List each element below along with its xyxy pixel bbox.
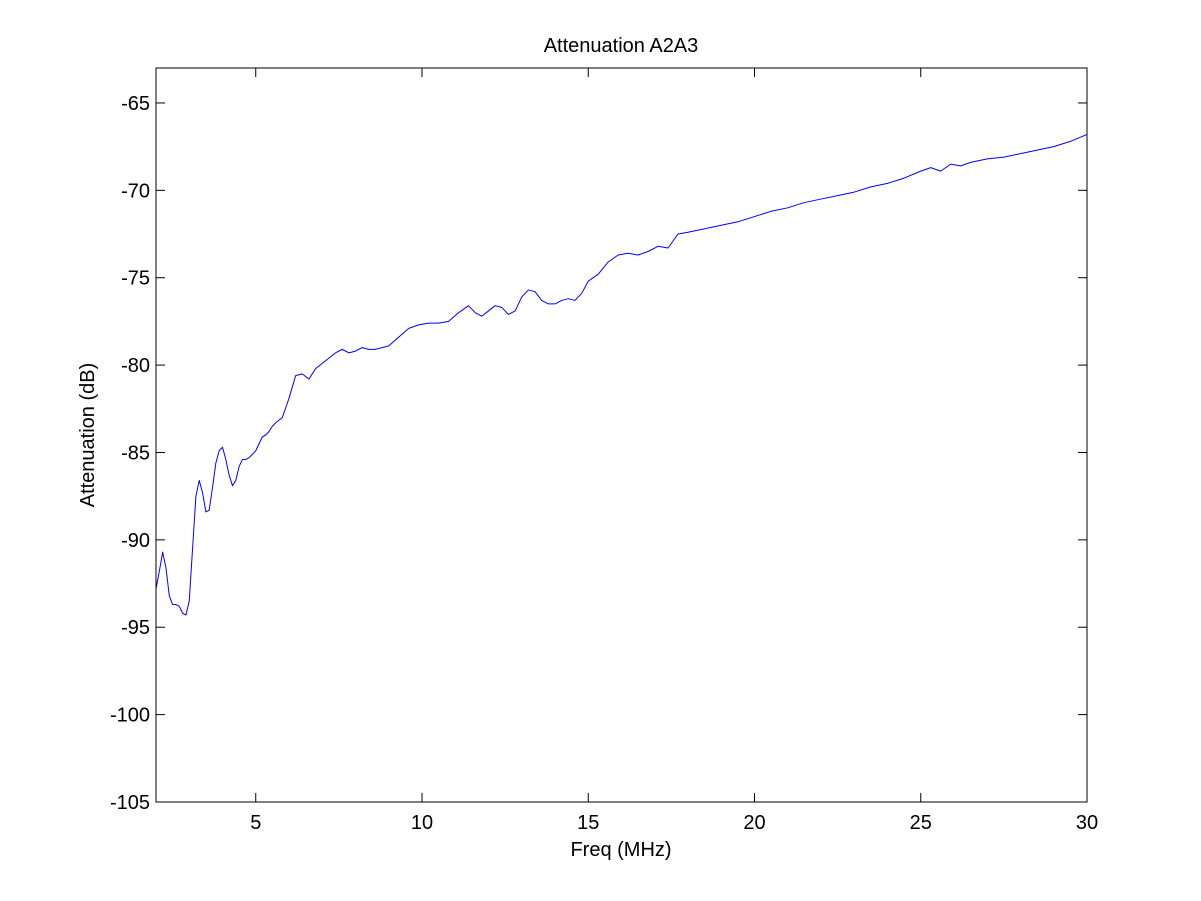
y-tick-label: -90: [121, 530, 150, 552]
x-tick-label: 20: [743, 812, 765, 834]
plot-area: [156, 68, 1087, 802]
axis-ticks: 5 10 15 20 25 30 -105 -100 -95 -90 -85 -80 -75 -70 -65: [110, 68, 1098, 834]
x-tick-label: 30: [1076, 812, 1098, 834]
y-axis-label: Attenuation (dB): [77, 363, 99, 508]
x-tick-label: 10: [411, 812, 433, 834]
y-tick-label: -70: [121, 180, 150, 202]
x-axis-label: Freq (MHz): [570, 839, 671, 861]
x-tick-label: 25: [910, 812, 932, 834]
y-tick-label: -100: [110, 705, 150, 727]
y-tick-label: -105: [110, 792, 150, 814]
y-tick-label: -85: [121, 442, 150, 464]
series-line-0: [155, 133, 1088, 616]
axes-frame: [155, 67, 1088, 803]
x-tick-label: 5: [250, 812, 261, 834]
x-tick-label: 15: [577, 812, 599, 834]
y-tick-label: -75: [121, 268, 150, 290]
y-tick-label: -95: [121, 617, 150, 639]
chart-marks: [155, 133, 1088, 616]
y-tick-label: -65: [121, 93, 150, 115]
chart-title: Attenuation A2A3: [544, 35, 699, 57]
y-tick-label: -80: [121, 355, 150, 377]
